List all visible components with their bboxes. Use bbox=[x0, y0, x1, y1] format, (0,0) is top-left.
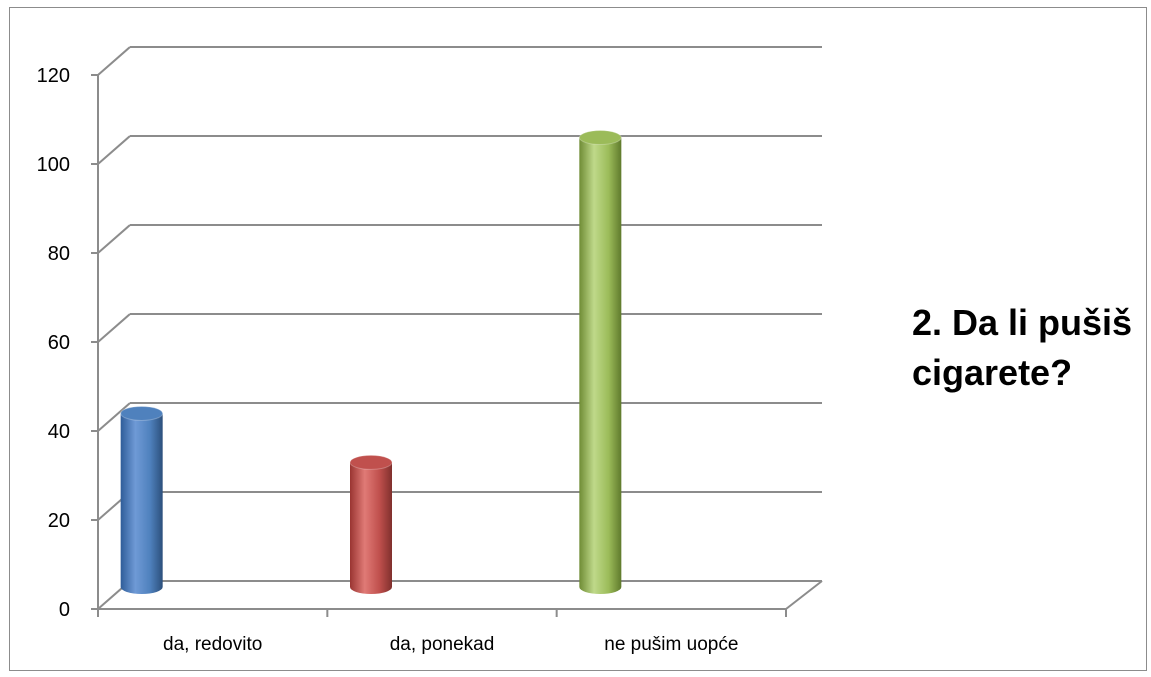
axis-layer bbox=[91, 74, 823, 617]
bar-top bbox=[120, 405, 164, 421]
x-tick-label: ne pušim uopće bbox=[604, 634, 738, 655]
label-layer: 0 20 40 60 80 100 120 da, redovito da, ponekad ne… bbox=[37, 65, 739, 655]
bar-layer bbox=[120, 130, 622, 595]
gridline-side bbox=[97, 224, 131, 254]
bar bbox=[120, 405, 164, 594]
bar-top bbox=[578, 130, 622, 146]
y-tick-label: 20 bbox=[48, 510, 70, 532]
y-tick-label: 0 bbox=[59, 599, 70, 621]
x-tick-label: da, ponekad bbox=[390, 634, 495, 655]
bar-body bbox=[579, 137, 622, 595]
y-tick-label: 80 bbox=[48, 243, 70, 265]
bar-body bbox=[120, 413, 163, 594]
gridline-side bbox=[97, 46, 131, 76]
gridline-side bbox=[97, 313, 131, 343]
chart-frame bbox=[9, 7, 1147, 671]
bar bbox=[578, 130, 622, 595]
y-tick-label: 60 bbox=[48, 332, 70, 354]
bar bbox=[349, 454, 393, 594]
gridline-side bbox=[97, 135, 131, 165]
bar-body bbox=[350, 462, 392, 594]
bar-top bbox=[349, 454, 393, 470]
grid-layer bbox=[97, 46, 822, 610]
chart-title: 2. Da li pušiš cigarete? bbox=[912, 302, 1133, 393]
y-tick-label: 100 bbox=[37, 154, 70, 176]
y-tick-label: 40 bbox=[48, 421, 70, 443]
floor-right-edge bbox=[785, 580, 823, 610]
y-tick-label: 120 bbox=[37, 65, 70, 87]
x-tick-label: da, redovito bbox=[163, 634, 262, 655]
gridline-side bbox=[97, 402, 131, 432]
